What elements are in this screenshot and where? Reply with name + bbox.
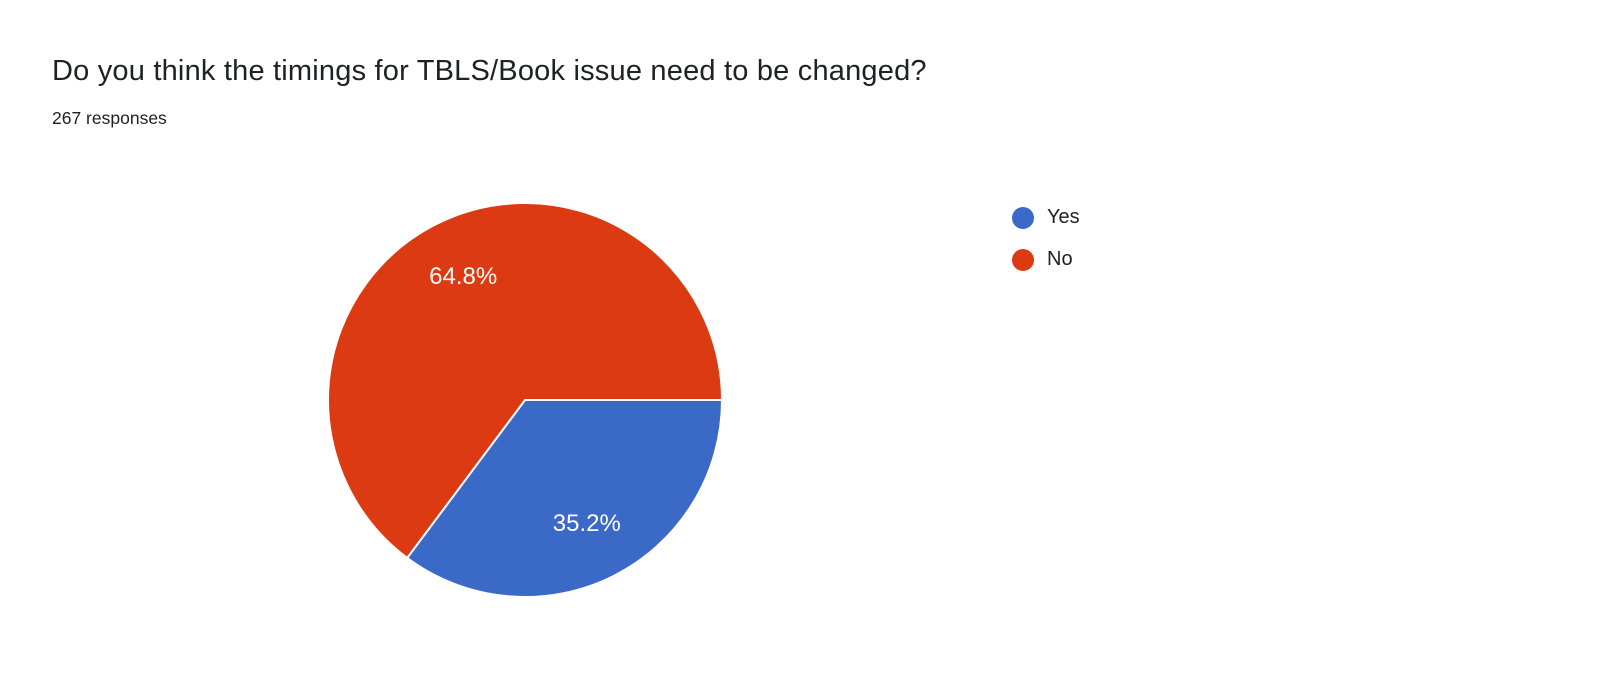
legend-color-dot-no <box>1012 248 1034 271</box>
legend-item-no: No <box>1012 245 1080 274</box>
legend-item-yes: Yes <box>1012 203 1080 232</box>
question-title: Do you think the timings for TBLS/Book i… <box>52 55 927 87</box>
pie-slice-no[interactable] <box>327 202 723 559</box>
pie-chart: 35.2% 64.8% <box>315 190 735 610</box>
responses-count: 267 responses <box>52 108 167 128</box>
pie-chart-svg: 35.2% 64.8% <box>327 202 723 599</box>
pie-slice-yes[interactable] <box>406 399 723 599</box>
legend-label-yes: Yes <box>1047 206 1080 228</box>
slice-label-yes: 35.2% <box>553 510 621 537</box>
legend-color-dot-yes <box>1012 206 1034 229</box>
legend-label-no: No <box>1047 248 1073 270</box>
chart-legend: Yes No <box>1012 203 1080 274</box>
slice-label-no: 64.8% <box>429 263 497 290</box>
